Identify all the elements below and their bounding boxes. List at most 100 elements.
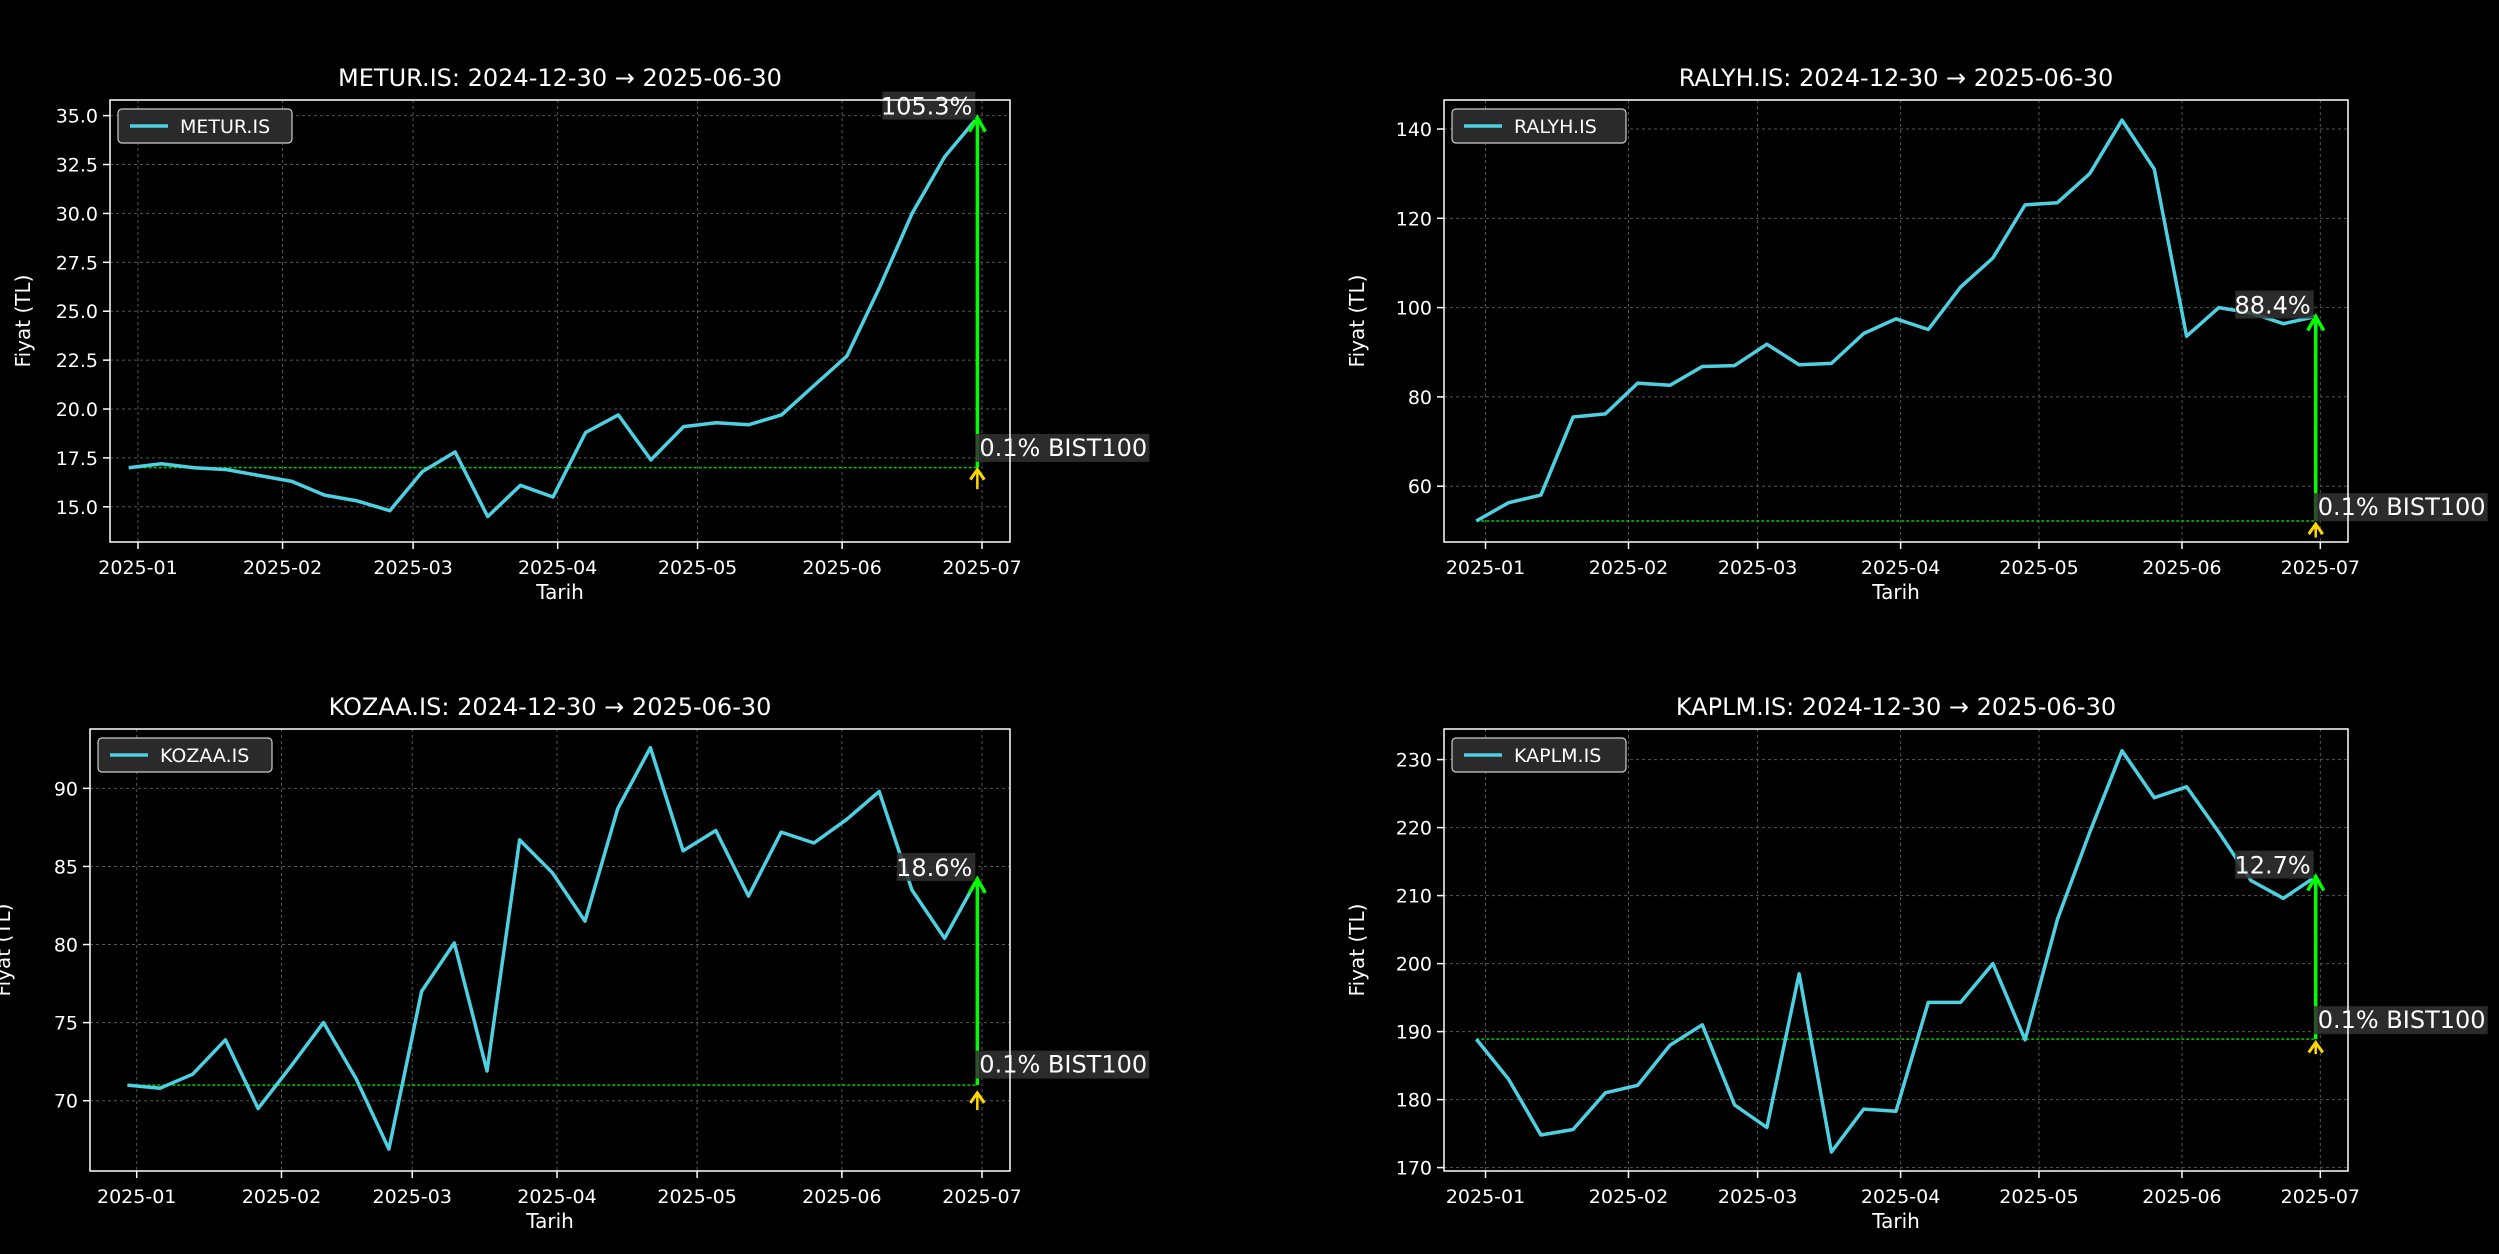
chart-title: KOZAA.IS: 2024-12-30 → 2025-06-30 <box>329 693 772 721</box>
ytick-label: 180 <box>1396 1090 1432 1112</box>
chart-title: METUR.IS: 2024-12-30 → 2025-06-30 <box>338 64 782 92</box>
xtick-label: 2025-04 <box>1861 1186 1940 1208</box>
xtick-label: 2025-02 <box>1589 557 1668 579</box>
bist-label: 0.1% BIST100 <box>979 434 1147 462</box>
ytick-label: 32.5 <box>56 155 98 177</box>
xtick-label: 2025-06 <box>802 557 881 579</box>
chart-panel-kozaa: 70 75 80 85 90 2025-01 2025-02 2025-03 2025-04 20… <box>0 627 1249 1254</box>
ytick-label: 70 <box>54 1091 78 1113</box>
gain-arrow-head <box>967 875 987 894</box>
ytick-label: 200 <box>1396 954 1432 976</box>
ytick-label: 60 <box>1408 476 1432 498</box>
xtick-label: 2025-07 <box>2281 1186 2360 1208</box>
chart-panel-ralyh: 60 80 100 120 140 2025-01 2025-02 2025-03 2025-0… <box>1250 0 2499 627</box>
ytick-label: 75 <box>54 1013 78 1035</box>
xtick-label: 2025-07 <box>942 557 1021 579</box>
xtick-label: 2025-05 <box>1999 1186 2078 1208</box>
xtick-label: 2025-02 <box>242 1186 321 1208</box>
ytick-label: 230 <box>1396 750 1432 772</box>
legend-label: KAPLM.IS <box>1514 745 1601 767</box>
chart-metur: 15.0 17.5 20.0 22.5 25.0 27.5 30.0 32.5 35.0 2025… <box>11 64 1150 604</box>
ytick-label: 25.0 <box>56 301 98 323</box>
bist-label: 0.1% BIST100 <box>979 1051 1147 1079</box>
legend-box <box>117 108 293 144</box>
chart-title: KAPLM.IS: 2024-12-30 → 2025-06-30 <box>1676 693 2116 721</box>
bist-label-bg <box>2313 1006 2488 1035</box>
xtick-label: 2025-05 <box>657 1186 736 1208</box>
xtick-label: 2025-06 <box>2142 557 2221 579</box>
xtick-label: 2025-02 <box>243 557 322 579</box>
pct-label-bg <box>882 91 976 120</box>
ytick-label: 85 <box>54 856 78 878</box>
ytick-label: 120 <box>1396 208 1432 230</box>
plot-frame <box>89 728 1011 1172</box>
y-axis-label: Fiyat (TL) <box>1345 275 1369 368</box>
pct-label: 105.3% <box>881 93 973 121</box>
chart-ralyh: 60 80 100 120 140 2025-01 2025-02 2025-03 2025-0… <box>1345 64 2488 604</box>
bist-arrow-head <box>969 467 986 481</box>
x-axis-label: Tarih <box>535 580 584 604</box>
bist-arrow-head <box>2307 521 2324 536</box>
ytick-label: 22.5 <box>56 350 98 372</box>
legend-box <box>97 737 273 773</box>
chart-kozaa: 70 75 80 85 90 2025-01 2025-02 2025-03 2025-04 20… <box>0 693 1150 1233</box>
xtick-label: 2025-06 <box>2142 1186 2221 1208</box>
ytick-label: 170 <box>1396 1158 1432 1180</box>
ytick-label: 17.5 <box>56 448 98 470</box>
chart-title: RALYH.IS: 2024-12-30 → 2025-06-30 <box>1679 64 2114 92</box>
y-axis-label: Fiyat (TL) <box>1345 904 1369 997</box>
ytick-label: 80 <box>1408 387 1432 409</box>
gain-arrow-head <box>2306 873 2326 892</box>
bist-label-bg <box>975 1050 1150 1079</box>
xtick-label: 2025-04 <box>1861 557 1940 579</box>
xtick-label: 2025-05 <box>1999 557 2078 579</box>
legend-label: KOZAA.IS <box>160 745 249 767</box>
ytick-label: 220 <box>1396 818 1432 840</box>
ytick-label: 20.0 <box>56 399 98 421</box>
xtick-label: 2025-01 <box>1446 557 1525 579</box>
xtick-label: 2025-04 <box>517 1186 596 1208</box>
xtick-label: 2025-03 <box>373 1186 452 1208</box>
plot-frame <box>1443 728 2349 1172</box>
ytick-label: 140 <box>1396 119 1432 141</box>
ytick-label: 15.0 <box>56 497 98 519</box>
ytick-label: 80 <box>54 935 78 957</box>
bist-label-bg <box>2313 493 2488 522</box>
ytick-label: 35.0 <box>56 106 98 128</box>
x-axis-label: Tarih <box>1871 1209 1920 1233</box>
series-line <box>1474 749 2317 1154</box>
legend-label: METUR.IS <box>180 116 270 138</box>
series-line <box>1475 118 2317 523</box>
xtick-label: 2025-03 <box>373 557 452 579</box>
x-axis-label: Tarih <box>525 1209 574 1233</box>
series-line <box>128 116 979 519</box>
pct-label-bg <box>2235 290 2314 319</box>
xtick-label: 2025-04 <box>518 557 597 579</box>
xtick-label: 2025-03 <box>1718 1186 1797 1208</box>
pct-label-bg <box>2235 850 2314 879</box>
xtick-label: 2025-06 <box>802 1186 881 1208</box>
pct-label: 88.4% <box>2234 292 2310 320</box>
pct-label: 12.7% <box>2234 852 2310 880</box>
ytick-label: 210 <box>1396 886 1432 908</box>
series-line <box>127 745 979 1151</box>
legend-box <box>1451 737 1627 773</box>
xtick-label: 2025-03 <box>1718 557 1797 579</box>
ytick-label: 100 <box>1396 298 1432 320</box>
xtick-label: 2025-01 <box>1446 1186 1525 1208</box>
bist-label: 0.1% BIST100 <box>2318 1006 2486 1034</box>
bist-label-bg <box>975 433 1150 462</box>
xtick-label: 2025-05 <box>658 557 737 579</box>
xtick-label: 2025-02 <box>1589 1186 1668 1208</box>
pct-label: 18.6% <box>896 854 972 882</box>
xtick-label: 2025-01 <box>97 1186 176 1208</box>
ytick-label: 30.0 <box>56 203 98 225</box>
y-axis-label: Fiyat (TL) <box>11 275 35 368</box>
x-axis-label: Tarih <box>1871 580 1920 604</box>
xtick-label: 2025-01 <box>98 557 177 579</box>
gain-arrow-head <box>2306 313 2326 332</box>
ytick-label: 90 <box>54 778 78 800</box>
xtick-label: 2025-07 <box>942 1186 1021 1208</box>
plot-frame <box>109 99 1011 543</box>
gain-arrow-head <box>967 114 987 133</box>
